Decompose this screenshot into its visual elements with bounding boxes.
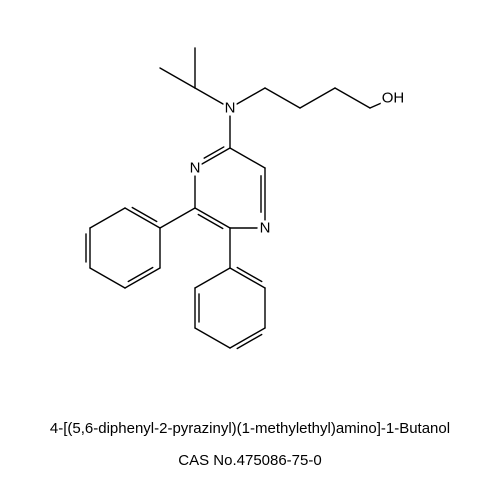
atom-label-N_right: N xyxy=(259,221,272,236)
atom-label-OH: OH xyxy=(381,91,406,106)
atom-label-N_amine: N xyxy=(224,101,237,116)
compound-name: 4-[(5,6-diphenyl-2-pyrazinyl)(1-methylet… xyxy=(0,420,500,437)
cas-number: CAS No.475086-75-0 xyxy=(0,452,500,469)
figure-container: N OH N N 4-[(5,6-diphenyl-2-pyrazinyl)(1-me… xyxy=(0,0,500,500)
atom-label-N_left: N xyxy=(189,161,202,176)
